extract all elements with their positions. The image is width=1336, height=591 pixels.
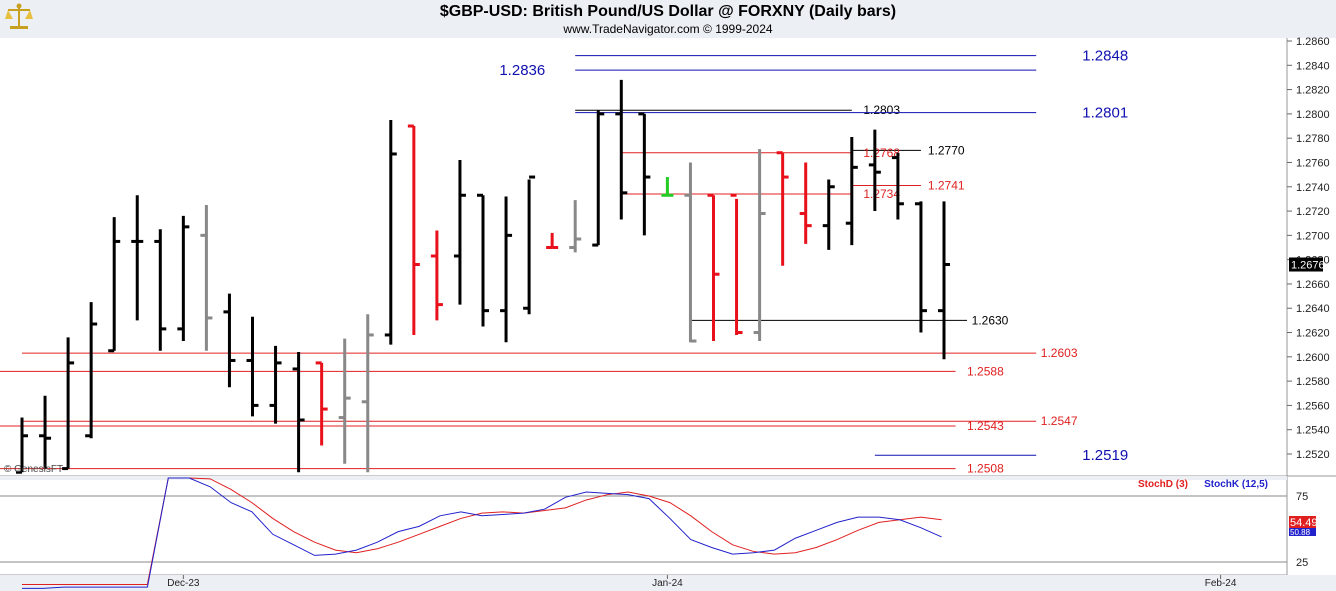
y-tick-label: 1.2700	[1296, 230, 1330, 242]
level-label: 1.2508	[967, 462, 1004, 476]
level-label: 1.2547	[1041, 414, 1078, 428]
y-tick-label: 1.2660	[1296, 279, 1330, 291]
level-label: 1.2603	[1041, 346, 1078, 360]
y-tick-label: 1.2840	[1296, 60, 1330, 72]
y-tick-label: 1.2800	[1296, 109, 1330, 121]
level-label: 1.2543	[967, 419, 1004, 433]
chart-subtitle: www.TradeNavigator.com © 1999-2024	[563, 22, 773, 36]
level-label: 1.2848	[1082, 48, 1128, 65]
date-axis: Dec-23 Jan-24 Feb-24	[167, 575, 1237, 589]
level-label: 1.2770	[928, 143, 965, 157]
stochd-badge	[1289, 516, 1316, 528]
level-label: 1.2768	[863, 146, 900, 160]
y-tick-label: 1.2600	[1296, 352, 1330, 364]
price-bars	[16, 79, 950, 474]
scales-logo-icon	[5, 3, 33, 29]
level-label: 1.2588	[967, 364, 1004, 378]
y-tick-label: 1.2540	[1296, 425, 1330, 437]
level-label: 1.2734	[863, 187, 900, 201]
y-tick-label: 1.2740	[1296, 182, 1330, 194]
stoch-tick-label: 75	[1296, 491, 1308, 503]
watermark: © GenesisFT	[4, 464, 63, 475]
level-lines: 1.2848 1.2836 1.2803 1.2801 1.2770 1.2768 1.27…	[0, 48, 1128, 476]
level-label: 1.2803	[863, 103, 900, 117]
y-tick-label: 1.2620	[1296, 328, 1330, 340]
level-label: 1.2519	[1082, 447, 1128, 464]
level-label: 1.2630	[972, 313, 1009, 327]
y-tick-label: 1.2760	[1296, 157, 1330, 169]
y-tick-label: 1.2720	[1296, 206, 1330, 218]
x-tick-label: Feb-24	[1205, 578, 1237, 589]
stochk-badge	[1289, 528, 1316, 536]
stochD-line	[22, 477, 942, 585]
chart-title: $GBP-USD: British Pound/US Dollar @ FORX…	[439, 3, 897, 20]
level-label: 1.2836	[499, 62, 545, 79]
y-tick-label: 1.2580	[1296, 376, 1330, 388]
last-price-badge	[1289, 257, 1323, 272]
legend-stochd: StochD (3)	[1138, 479, 1188, 490]
chart-header	[0, 0, 1336, 38]
y-tick-label: 1.2640	[1296, 303, 1330, 315]
legend-stochk: StochK (12,5)	[1204, 479, 1268, 490]
stochk-last-value: 50.88	[1290, 528, 1311, 537]
y-tick-label: 1.2520	[1296, 449, 1330, 461]
level-label: 1.2801	[1082, 105, 1128, 122]
x-tick-label: Dec-23	[167, 578, 200, 589]
stoch-tick-label: 25	[1296, 557, 1308, 569]
price-y-axis: 1.2860 1.2840 1.2820 1.2800 1.2780 1.2760 1.27…	[1287, 36, 1330, 461]
y-tick-label: 1.2560	[1296, 400, 1330, 412]
level-label: 1.2741	[928, 179, 965, 193]
y-tick-label: 1.2860	[1296, 36, 1330, 48]
y-tick-label: 1.2780	[1296, 133, 1330, 145]
last-price-label: 1.2676	[1291, 260, 1325, 272]
x-tick-label: Jan-24	[652, 578, 683, 589]
y-tick-label: 1.2820	[1296, 85, 1330, 97]
stochK-line	[22, 477, 942, 589]
stochd-last-value: 54.49	[1290, 517, 1318, 529]
